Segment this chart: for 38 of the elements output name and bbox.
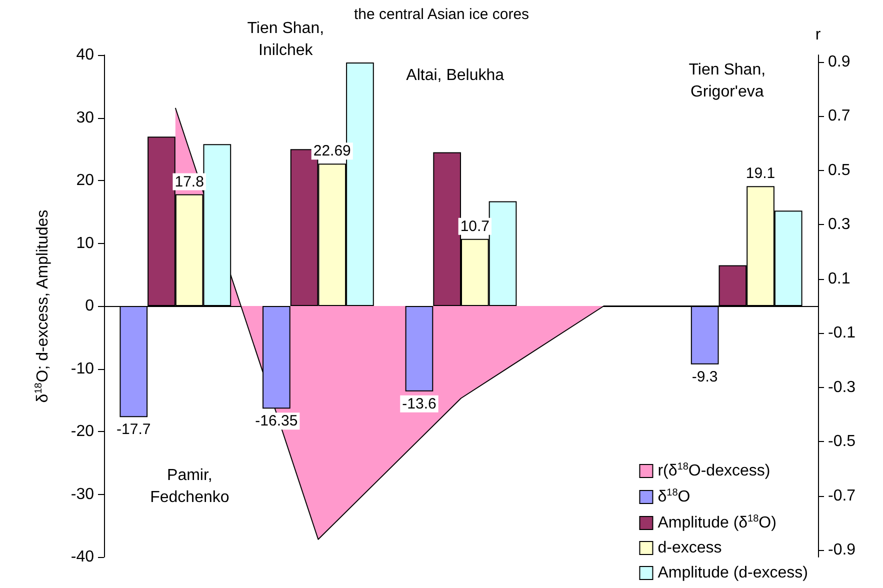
y2-tick-label: 0.7: [828, 108, 850, 125]
legend-label: d-excess: [658, 540, 722, 556]
y-tick-label: -40: [70, 548, 94, 566]
y-tick-label: 30: [76, 109, 94, 126]
y2-tick-label: -0.3: [828, 378, 856, 396]
annotation: Tien Shan, Inilchek: [247, 20, 324, 60]
data-label: 22.69: [313, 142, 351, 160]
y2-tick-label: 0.5: [828, 162, 850, 179]
bar: [262, 306, 290, 409]
data-label: -16.35: [255, 412, 298, 430]
y-tick-label: 40: [76, 46, 94, 64]
data-label: 10.7: [460, 218, 490, 235]
annotation: Pamir, Fedchenko: [150, 467, 230, 506]
y2-tick-label: -0.7: [828, 487, 856, 504]
y2-tick-label: 0.9: [828, 53, 850, 70]
data-label: -17.7: [116, 421, 151, 438]
y-tick-label: -20: [70, 423, 94, 440]
bar: [405, 306, 434, 392]
legend-label: Amplitude (d-excess): [658, 564, 808, 582]
y-tick-label: 0: [85, 298, 94, 314]
chart-title: the central Asian ice cores: [354, 6, 530, 23]
data-label: 19.1: [746, 165, 776, 182]
y2-tick-label: -0.5: [828, 433, 856, 450]
annotation: Tien Shan, Grigor'eva: [688, 61, 766, 100]
y-tick-label: -30: [70, 486, 94, 503]
y2-tick-label: -0.9: [828, 542, 856, 559]
y2-tick-label: 0.1: [828, 270, 850, 288]
data-label: -9.3: [692, 368, 718, 386]
data-label: 17.8: [174, 173, 204, 190]
y2-axis-title: r: [815, 26, 822, 44]
y-tick-label: 20: [76, 172, 94, 189]
data-label: -13.6: [402, 395, 436, 412]
y-tick-label: 10: [76, 234, 94, 252]
y-tick-label: -10: [70, 360, 94, 378]
y2-tick-label: -0.1: [828, 324, 856, 342]
annotation: Altai, Belukha: [406, 67, 504, 84]
y-axis-title: δ18O; d-excess, Amplitudes: [34, 210, 52, 403]
y2-tick-label: 0.3: [828, 216, 850, 234]
